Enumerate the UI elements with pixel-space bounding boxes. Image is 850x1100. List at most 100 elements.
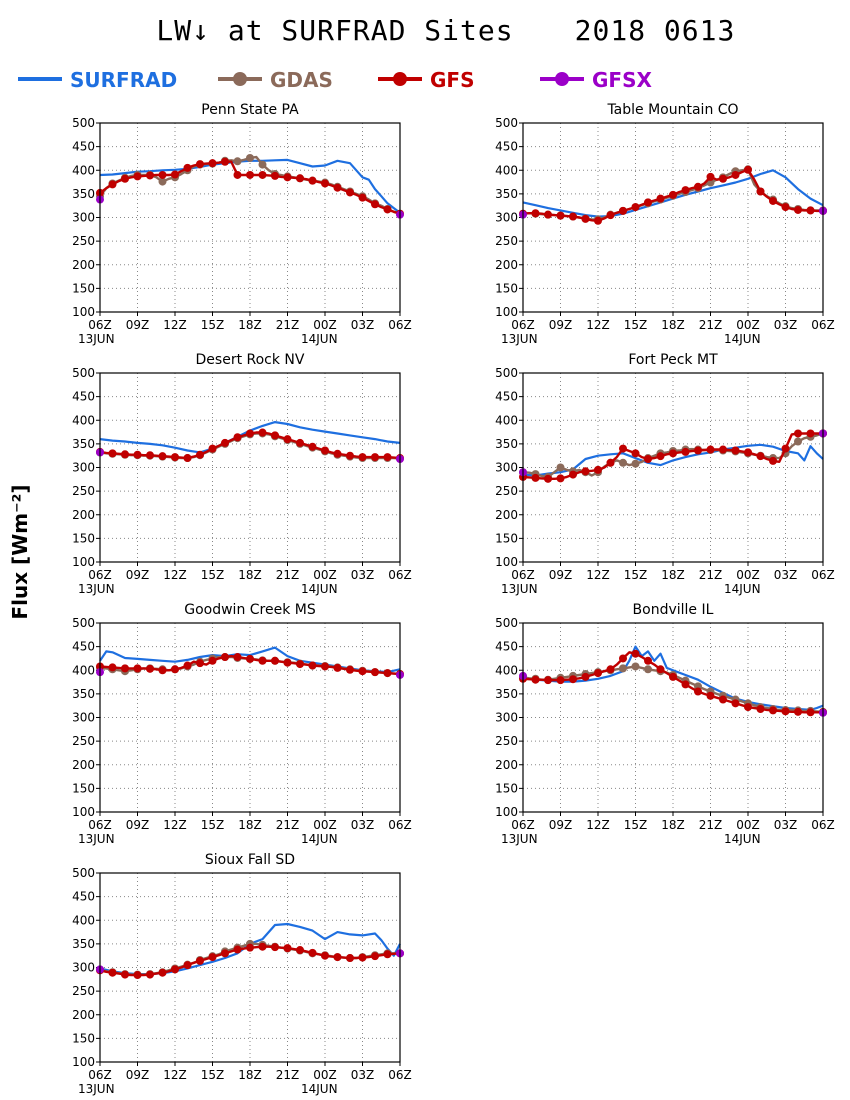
panel-title: Bondville IL (633, 602, 714, 618)
data-point-gfs (258, 170, 267, 179)
y-tick-label: 450 (495, 140, 518, 154)
data-point-gfs (744, 165, 752, 174)
data-point-gfs (221, 949, 229, 958)
y-tick-label: 100 (495, 305, 518, 319)
data-point-gfs (569, 675, 577, 684)
y-tick-label: 450 (72, 390, 95, 404)
x-tick-label: 21Z (276, 568, 300, 582)
data-point-gfs (158, 666, 167, 675)
y-tick-label: 500 (495, 116, 518, 130)
y-tick-label: 300 (72, 711, 95, 725)
data-point-gfs (171, 665, 179, 674)
x-tick-label: 03Z (774, 818, 798, 832)
data-point-gfs (196, 160, 204, 169)
data-point-gfs (333, 663, 342, 672)
panel-title: Fort Peck MT (628, 352, 718, 368)
y-tick-label: 100 (72, 1055, 95, 1069)
data-point-gfs (233, 170, 242, 179)
series-gfs (96, 157, 404, 218)
data-point-gfs (308, 661, 317, 670)
y-tick-label: 100 (72, 555, 95, 569)
y-tick-label: 150 (72, 781, 95, 795)
series-gfs (96, 428, 404, 463)
data-point-gfs (171, 965, 179, 974)
data-point-gfs (371, 453, 379, 462)
x-tick-label: 21Z (699, 318, 723, 332)
series-line-gdas (99, 155, 401, 215)
data-point-gfs (358, 667, 367, 676)
data-point-gfs (108, 449, 117, 458)
x-tick-label: 09Z (126, 318, 150, 332)
y-tick-label: 150 (72, 281, 95, 295)
data-point-gfs (271, 171, 279, 180)
data-point-gfs (183, 454, 192, 463)
x-tick-label: 00Z (313, 568, 337, 582)
panel-bondville-il: Bondville IL 100 150 200 250 300 350 400 450 500 0… (495, 602, 835, 846)
data-point-gfs (731, 699, 740, 708)
legend-label-gfs: GFS (430, 68, 474, 92)
data-point-gfs (744, 703, 752, 712)
y-tick-label: 350 (495, 437, 518, 451)
x-tick-label: 21Z (699, 568, 723, 582)
panel-sioux-fall-sd: Sioux Fall SD 100 150 200 250 300 350 400 450 500… (72, 852, 412, 1096)
x-tick-label: 06Z (88, 568, 112, 582)
data-point-gfs (781, 203, 790, 212)
x-tick-label: 00Z (736, 568, 760, 582)
y-tick-label: 100 (72, 305, 95, 319)
data-point-gfs (321, 446, 329, 455)
y-tick-label: 250 (495, 234, 518, 248)
data-point-gfs (196, 956, 204, 965)
data-point-gfs (644, 198, 652, 207)
data-point-gfs (233, 653, 242, 662)
y-tick-label: 500 (495, 616, 518, 630)
y-tick-label: 200 (495, 758, 518, 772)
data-point-gfs (781, 707, 790, 716)
data-point-gfs (208, 159, 217, 168)
data-point-gfs (233, 945, 242, 954)
data-point-gfs (121, 970, 129, 979)
y-tick-label: 450 (495, 640, 518, 654)
x-tick-label: 03Z (774, 568, 798, 582)
x-tick-label: 15Z (624, 318, 648, 332)
y-tick-label: 350 (495, 687, 518, 701)
x-tick-label: 18Z (238, 818, 262, 832)
data-point-gfs (296, 174, 304, 183)
data-point-gfs (644, 656, 652, 665)
data-point-gfs (358, 953, 367, 962)
data-point-gfs (744, 448, 752, 457)
data-point-gfs (556, 676, 565, 685)
y-tick-label: 500 (72, 116, 95, 130)
data-point-gdas (619, 664, 627, 673)
x-tick-label: 09Z (549, 568, 573, 582)
data-point-gfs (121, 664, 129, 673)
x-date-label: 14JUN (301, 582, 338, 596)
y-tick-label: 150 (72, 531, 95, 545)
data-point-gfs (221, 653, 229, 662)
y-tick-label: 300 (72, 211, 95, 225)
y-tick-label: 450 (495, 390, 518, 404)
data-point-gfs (183, 661, 192, 670)
x-tick-label: 06Z (388, 568, 412, 582)
data-point-gdas (158, 177, 167, 186)
data-point-gfs (656, 194, 665, 203)
x-date-label: 13JUN (78, 1082, 115, 1096)
x-tick-label: 06Z (811, 568, 835, 582)
x-tick-label: 12Z (163, 818, 187, 832)
x-tick-label: 06Z (88, 318, 112, 332)
x-tick-label: 18Z (238, 318, 262, 332)
data-point-gfs (121, 450, 129, 459)
x-date-label: 14JUN (301, 832, 338, 846)
data-point-gfs (806, 429, 815, 438)
x-tick-label: 00Z (313, 318, 337, 332)
data-point-gfs (133, 664, 142, 673)
data-point-gfs (358, 193, 367, 202)
data-point-gfs (769, 706, 777, 715)
x-tick-label: 09Z (549, 818, 573, 832)
data-point-gfs (108, 663, 117, 672)
data-point-gfs (569, 212, 577, 221)
data-point-gfs (333, 449, 342, 458)
data-point-gfs (681, 680, 690, 689)
data-point-gfs (719, 174, 727, 183)
data-point-gfs (108, 180, 117, 189)
